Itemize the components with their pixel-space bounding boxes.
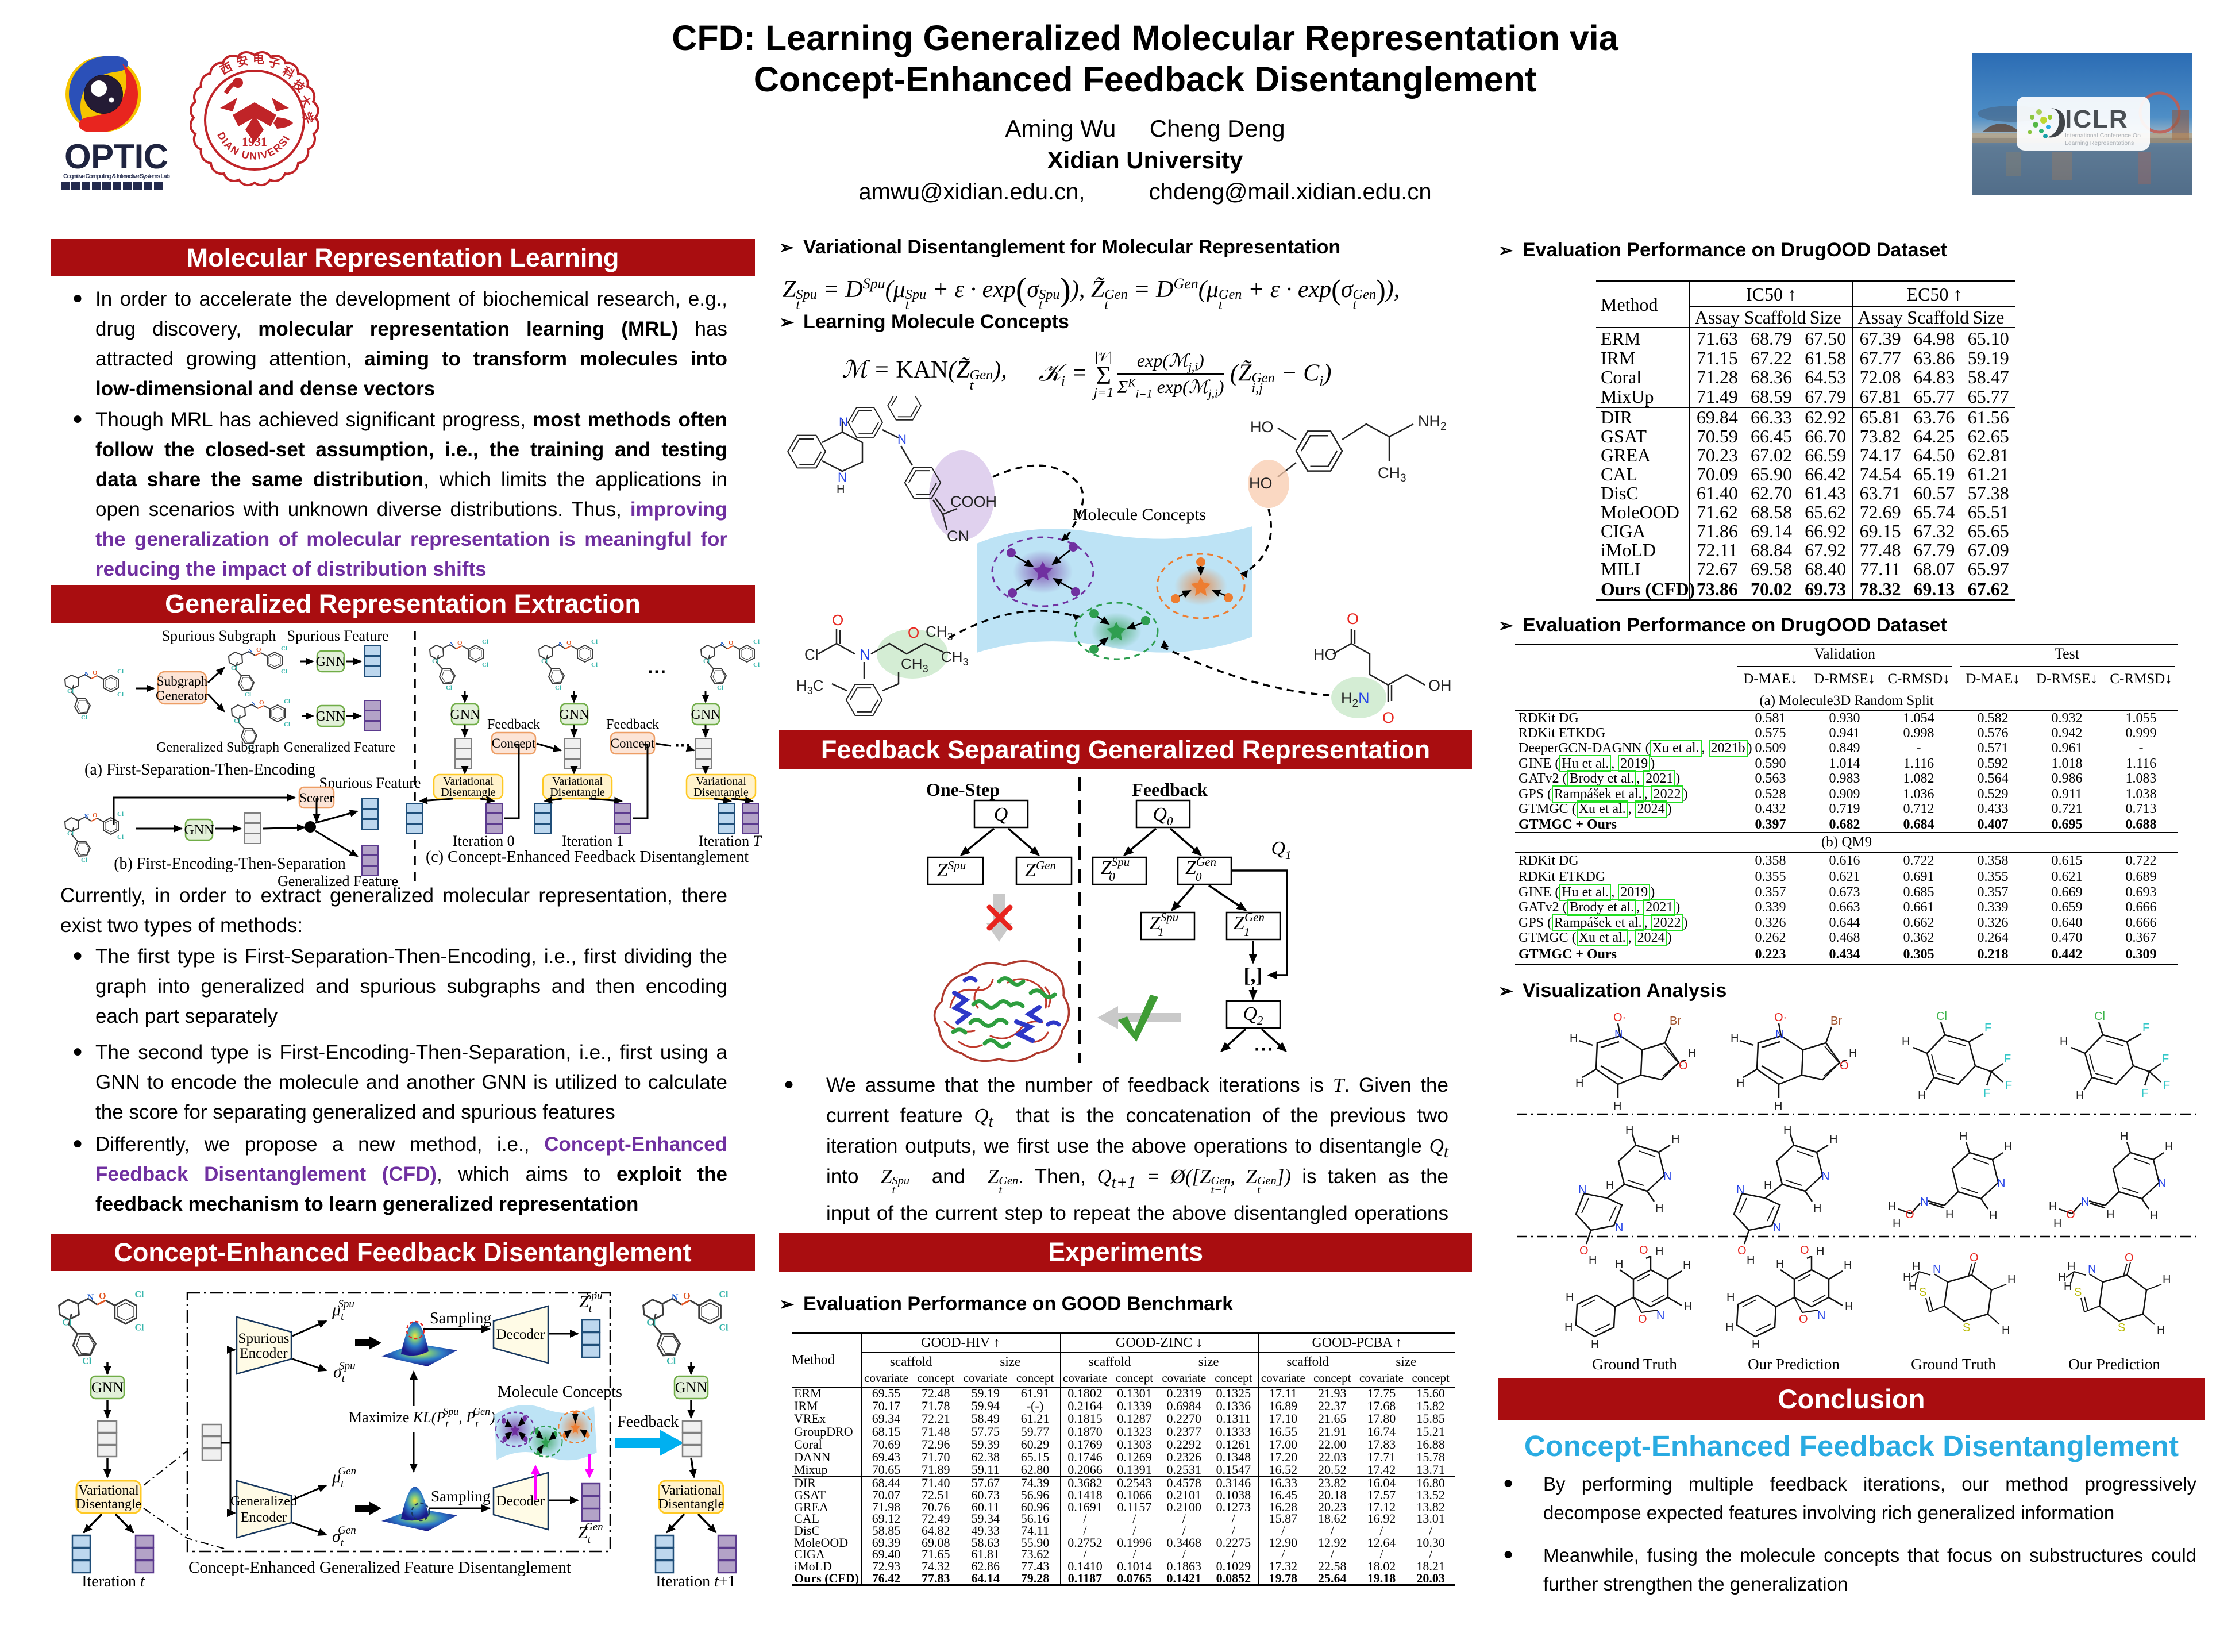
svg-text:CH3: CH3 xyxy=(926,623,953,642)
svg-text:Spurious: Spurious xyxy=(238,1331,290,1346)
svg-text:COOH: COOH xyxy=(950,493,997,510)
svg-text:HO: HO xyxy=(1249,475,1273,492)
svg-text:1931: 1931 xyxy=(242,134,267,149)
svg-text:电: 电 xyxy=(253,53,264,66)
svg-text:σtSpu: σtSpu xyxy=(333,1360,356,1385)
svg-text:Feedback: Feedback xyxy=(487,717,540,732)
svg-text:(a) First-Separation-Then-Enco: (a) First-Separation-Then-Encoding xyxy=(84,761,315,779)
svg-text:Maximize KL(PtSpu, PtGen): Maximize KL(PtSpu, PtGen) xyxy=(349,1405,495,1430)
svg-text:ICLR: ICLR xyxy=(2065,105,2129,133)
svg-text:Feedback: Feedback xyxy=(617,1413,679,1431)
svg-text:ZGen: ZGen xyxy=(1025,858,1056,881)
svg-text:μtGen: μtGen xyxy=(332,1465,356,1490)
svg-text:子: 子 xyxy=(267,56,282,71)
svg-text:N: N xyxy=(897,432,907,446)
svg-text:Molecule Concepts: Molecule Concepts xyxy=(498,1383,622,1401)
svg-text:Iteration T: Iteration T xyxy=(699,833,762,849)
svg-text:ZtSpu: ZtSpu xyxy=(579,1290,602,1315)
svg-text:Ground Truth: Ground Truth xyxy=(1911,1356,1996,1373)
svg-text:N: N xyxy=(838,470,847,484)
svg-text:Iteration t: Iteration t xyxy=(82,1573,145,1591)
svg-text:CN: CN xyxy=(947,527,969,545)
svg-text:CH3: CH3 xyxy=(1378,464,1406,484)
svg-text:Spurious Subgraph: Spurious Subgraph xyxy=(162,627,276,644)
svg-text:H: H xyxy=(837,483,845,496)
svg-text:[,]: [,] xyxy=(1244,964,1263,987)
svg-text:Sampling: Sampling xyxy=(430,1310,491,1327)
svg-text:O: O xyxy=(1382,709,1394,726)
svg-text:Spurious Feature: Spurious Feature xyxy=(287,627,389,644)
svg-text:N: N xyxy=(860,646,870,663)
svg-text:Cognitive Computing & Interact: Cognitive Computing & Interactive System… xyxy=(63,173,170,180)
svg-text:技: 技 xyxy=(290,77,309,95)
svg-text:⋯: ⋯ xyxy=(675,737,691,754)
svg-text:O: O xyxy=(908,624,919,641)
svg-text:HO: HO xyxy=(1313,646,1337,663)
svg-text:Generalized Subgraph: Generalized Subgraph xyxy=(156,740,279,755)
svg-text:Iteration 1: Iteration 1 xyxy=(562,833,624,849)
svg-text:Spurious Feature: Spurious Feature xyxy=(319,775,421,791)
svg-text:Feedback: Feedback xyxy=(1132,779,1208,800)
svg-text:HO: HO xyxy=(1250,418,1274,436)
svg-text:Generalized: Generalized xyxy=(230,1494,297,1509)
svg-text:H3C: H3C xyxy=(796,677,824,696)
svg-text:(c) Concept-Enhanced Feedback: (c) Concept-Enhanced Feedback Disentangl… xyxy=(426,848,749,866)
svg-text:Decoder: Decoder xyxy=(496,1327,545,1342)
svg-text:Molecule Concepts: Molecule Concepts xyxy=(1073,505,1206,524)
svg-text:Encoder: Encoder xyxy=(241,1510,287,1525)
svg-text:Subgraph: Subgraph xyxy=(157,674,208,688)
svg-text:Disentangle: Disentangle xyxy=(441,786,496,799)
svg-text:Feedback: Feedback xyxy=(606,717,659,732)
svg-text:⋯: ⋯ xyxy=(1254,1039,1273,1060)
svg-text:Q0: Q0 xyxy=(1153,804,1173,828)
svg-text:NH2: NH2 xyxy=(1418,413,1447,433)
svg-text:One-Step: One-Step xyxy=(926,779,1000,800)
svg-text:O: O xyxy=(832,611,843,629)
svg-text:(b) First-Encoding-Then-Separa: (b) First-Encoding-Then-Separation xyxy=(114,855,346,873)
svg-text:OPTIC: OPTIC xyxy=(64,137,169,176)
svg-text:Cl: Cl xyxy=(804,646,819,663)
svg-text:O: O xyxy=(1347,610,1359,627)
svg-text:Variational: Variational xyxy=(443,775,494,788)
svg-text:Q2: Q2 xyxy=(1243,1003,1263,1027)
svg-text:Decoder: Decoder xyxy=(496,1493,545,1509)
svg-text:μtSpu: μtSpu xyxy=(332,1298,354,1323)
svg-text:Generalized Feature: Generalized Feature xyxy=(278,873,398,889)
svg-text:Concept: Concept xyxy=(492,736,536,750)
svg-text:Ground Truth: Ground Truth xyxy=(1592,1356,1677,1373)
svg-text:Iteration t+1: Iteration t+1 xyxy=(656,1573,735,1591)
svg-text:Encoder: Encoder xyxy=(240,1346,288,1361)
svg-text:ZSpu: ZSpu xyxy=(937,858,966,881)
svg-text:Q: Q xyxy=(994,804,1008,825)
svg-text:Our Prediction: Our Prediction xyxy=(1748,1356,1840,1373)
svg-text:International Conference On: International Conference On xyxy=(2065,132,2141,139)
svg-text:ZtGen: ZtGen xyxy=(578,1521,603,1546)
svg-text:Iteration 0: Iteration 0 xyxy=(453,833,515,849)
svg-text:σtGen: σtGen xyxy=(332,1524,356,1549)
svg-text:大: 大 xyxy=(296,93,314,110)
svg-text:Sampling: Sampling xyxy=(431,1488,491,1505)
svg-text:N: N xyxy=(839,415,848,429)
svg-text:Generator: Generator xyxy=(156,688,209,703)
svg-text:学: 学 xyxy=(299,110,316,126)
svg-text:CH3: CH3 xyxy=(941,648,969,668)
svg-text:Generalized Feature: Generalized Feature xyxy=(284,740,395,755)
svg-text:Our Prediction: Our Prediction xyxy=(2068,1356,2160,1373)
svg-text:Q1: Q1 xyxy=(1271,838,1291,862)
svg-text:Concept-Enhanced Generalized F: Concept-Enhanced Generalized Feature Dis… xyxy=(188,1558,571,1577)
svg-text:OH: OH xyxy=(1428,677,1452,694)
svg-text:⋯: ⋯ xyxy=(647,661,666,683)
svg-text:Learning Representations: Learning Representations xyxy=(2065,140,2134,147)
